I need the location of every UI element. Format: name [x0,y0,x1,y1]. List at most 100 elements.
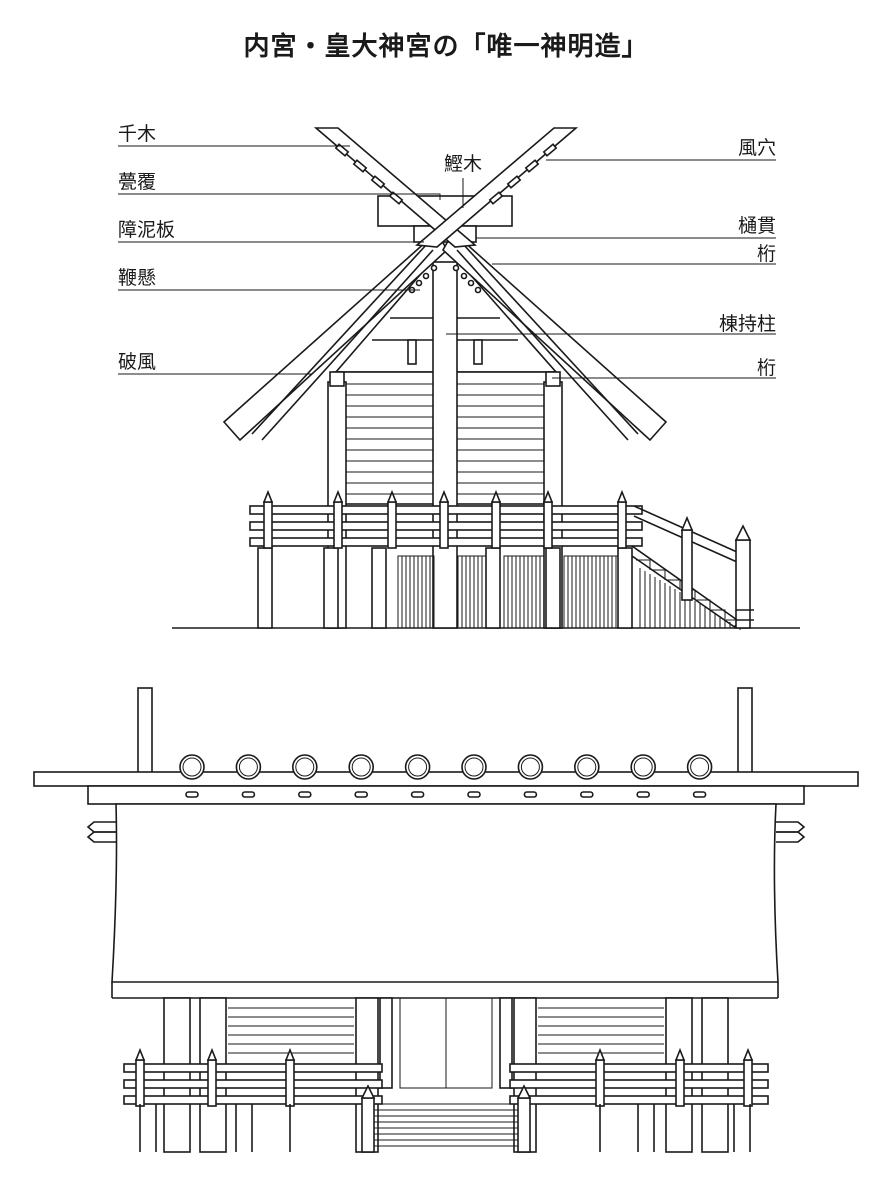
katsuogi-log [348,754,375,780]
labels: 千木 甍覆 障泥板 鞭懸 破風 鰹木 風穴 樋貫 桁 棟持柱 桁 [118,123,776,379]
katsuogi-log [235,754,262,780]
ridge-beam [33,771,859,787]
veranda-post [491,501,501,549]
stair-step [636,559,651,570]
ridge-slot [579,791,594,798]
katsuogi-log [573,754,600,780]
label-katsuogi: 鰹木 [444,153,482,175]
katsuogi-log [461,754,487,780]
stair-step [711,609,726,620]
ridge-slot [467,791,481,798]
ridge-slot [297,791,312,798]
ridge-slot [523,791,538,798]
katsuogi-log-ring [408,757,428,777]
label-munamochi-bashira: 棟持柱 [719,313,776,335]
katsuogi-log-ring [182,757,202,777]
katsuogi-log [291,754,318,780]
ridge-slot [354,791,369,798]
katsuogi-log [630,754,657,780]
ridge-slot [185,791,199,798]
label-kazaana: 風穴 [738,137,776,159]
side-elevation: 千木 甍覆 障泥板 鞭懸 破風 鰹木 風穴 樋貫 桁 棟持柱 桁 [118,123,800,630]
katsuogi-log-ring [633,757,653,777]
roof-left [222,230,449,442]
front-elevation [33,687,859,1153]
katsuogi-log [179,754,205,780]
post-finial [616,489,628,503]
veranda-post [743,1059,753,1107]
post-finial [742,1047,754,1061]
label-shodei-ita: 障泥板 [118,219,175,241]
post-finial [386,489,398,503]
ridge-slot [636,791,651,798]
veranda-post [263,501,273,549]
veranda-post [285,1059,295,1107]
roof-right [441,230,668,442]
veranda-post [543,501,553,549]
label-keta-lower: 桁 [757,357,776,379]
label-hafu: 破風 [118,351,156,373]
katsuogi-log [404,754,431,780]
ridge-post [432,261,458,629]
katsuogi-log-ring [295,757,315,777]
stair-step [666,579,681,590]
beam-end-left [329,371,345,387]
stair-step [696,599,711,610]
post-finial [594,1047,606,1061]
katsuogi-log [686,754,713,780]
katsuogi-logs [179,754,713,780]
label-chigi: 千木 [118,123,156,145]
kazaana-hole [352,159,368,173]
stair-step [651,569,666,580]
kazaana-hole [506,175,522,189]
post-finial [134,1047,146,1061]
muchikake-ends [86,821,806,843]
veranda-post [387,501,397,549]
veranda-post [333,501,343,549]
kazaana-hole [370,175,386,189]
katsuogi-log-ring [690,757,710,777]
chigi [313,127,579,248]
label-iraka-oi: 甍覆 [118,171,156,193]
katsuogi-log-ring [351,757,371,777]
post-finial [438,489,450,503]
ridge-slot [692,791,707,798]
underfloor-boards [397,555,623,629]
veranda-post [439,501,449,549]
stairs [631,505,754,630]
kazaana-hole [488,191,504,205]
katsuogi-log-ring [577,757,597,777]
veranda-post [135,1059,145,1107]
veranda [249,489,643,549]
veranda-post [595,1059,605,1107]
floor-columns [257,547,633,629]
front-stairs [360,1084,532,1153]
post-finial [490,489,502,503]
kazaana-hole [542,143,558,157]
front-columns [163,997,729,1153]
post-finial [542,489,554,503]
veranda-post [675,1059,685,1107]
post-finial [332,489,344,503]
katsuogi-log-ring [464,757,484,777]
page-title: 内宮・皇大神宮の「唯一神明造」 [243,32,649,62]
front-veranda [123,1047,769,1107]
label-keta-upper: 桁 [757,243,776,265]
label-hinuki: 樋貫 [738,215,776,237]
katsuogi-log [517,754,544,780]
leader-lines [118,145,776,379]
post-finial [674,1047,686,1061]
kazaana-hole [524,159,540,173]
katsuogi-log-ring [238,757,258,777]
veranda-post [207,1059,217,1107]
ridge-slot [410,791,425,798]
post-finial [206,1047,218,1061]
thatch-roof [111,803,779,983]
katsuogi-log-ring [520,757,540,777]
ridge-slot [241,791,256,798]
veranda-post [617,501,627,549]
label-muchikake: 鞭懸 [118,267,156,289]
post-finial [284,1047,296,1061]
post-finial [262,489,274,503]
